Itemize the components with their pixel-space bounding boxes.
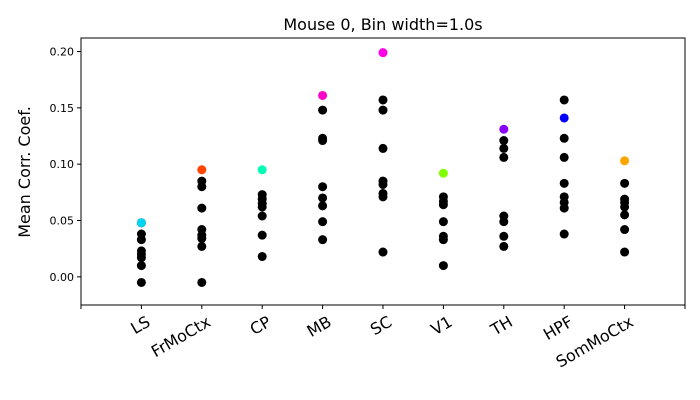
data-point (318, 217, 328, 227)
data-point (559, 95, 569, 105)
data-point (559, 152, 569, 162)
y-tick-label: 0.15 (50, 102, 75, 115)
y-tick-label: 0.05 (50, 215, 75, 228)
y-tick-label: 0.00 (50, 271, 75, 284)
x-tick-label: CP (247, 312, 275, 339)
data-point (620, 247, 630, 257)
y-tick-label: 0.20 (50, 46, 75, 59)
data-point (318, 235, 328, 245)
data-point (438, 200, 448, 210)
data-point (197, 277, 207, 287)
data-point (499, 217, 509, 227)
data-point (318, 193, 328, 203)
data-point (620, 210, 630, 220)
data-point (197, 203, 207, 213)
data-point (378, 179, 388, 189)
data-point (378, 105, 388, 115)
data-point (318, 136, 328, 146)
data-point (257, 252, 267, 262)
plot-frame (80, 37, 686, 306)
data-point (136, 235, 146, 245)
data-point (136, 253, 146, 263)
x-tick-label: MB (304, 312, 335, 341)
data-point (620, 202, 630, 212)
data-point (378, 143, 388, 153)
data-point (197, 234, 207, 244)
y-axis-label: Mean Corr. Coef. (15, 106, 34, 238)
data-point (136, 277, 146, 287)
highlight-point (378, 48, 388, 58)
highlight-point (499, 124, 509, 134)
data-point (499, 241, 509, 251)
highlight-point (318, 90, 328, 100)
data-point (499, 152, 509, 162)
data-point (257, 230, 267, 240)
data-point (257, 202, 267, 212)
data-point (318, 105, 328, 115)
data-point (438, 261, 448, 271)
data-point (318, 182, 328, 192)
data-point (378, 247, 388, 257)
data-point (559, 203, 569, 213)
data-point (136, 261, 146, 271)
data-point (559, 133, 569, 143)
highlight-point (257, 165, 267, 175)
data-point (620, 178, 630, 188)
highlight-point (559, 113, 569, 123)
highlight-point (136, 218, 146, 228)
highlight-point (438, 168, 448, 178)
highlight-point (197, 165, 207, 175)
data-point (499, 136, 509, 146)
highlight-point (620, 156, 630, 166)
data-point (620, 225, 630, 235)
data-point (197, 241, 207, 251)
x-tick-label: V1 (428, 312, 456, 339)
data-point (257, 211, 267, 221)
x-tick-label: TH (487, 312, 516, 340)
data-point (378, 192, 388, 202)
data-point (559, 229, 569, 239)
data-point (318, 201, 328, 211)
x-tick-label: LS (127, 312, 153, 338)
data-point (378, 95, 388, 105)
x-tick-label: FrMoCtx (148, 312, 214, 361)
data-point (499, 231, 509, 241)
data-point (438, 235, 448, 245)
x-tick-label: SC (367, 312, 395, 339)
chart-title: Mouse 0, Bin width=1.0s (283, 15, 482, 34)
data-point (438, 217, 448, 227)
y-tick-label: 0.10 (50, 158, 75, 171)
data-points (136, 48, 630, 287)
data-point (559, 178, 569, 188)
data-point (499, 143, 509, 153)
data-point (197, 182, 207, 192)
y-axis: 0.00 0.05 0.10 0.15 0.20 (50, 46, 81, 284)
x-tick-label: HPF (540, 312, 576, 344)
